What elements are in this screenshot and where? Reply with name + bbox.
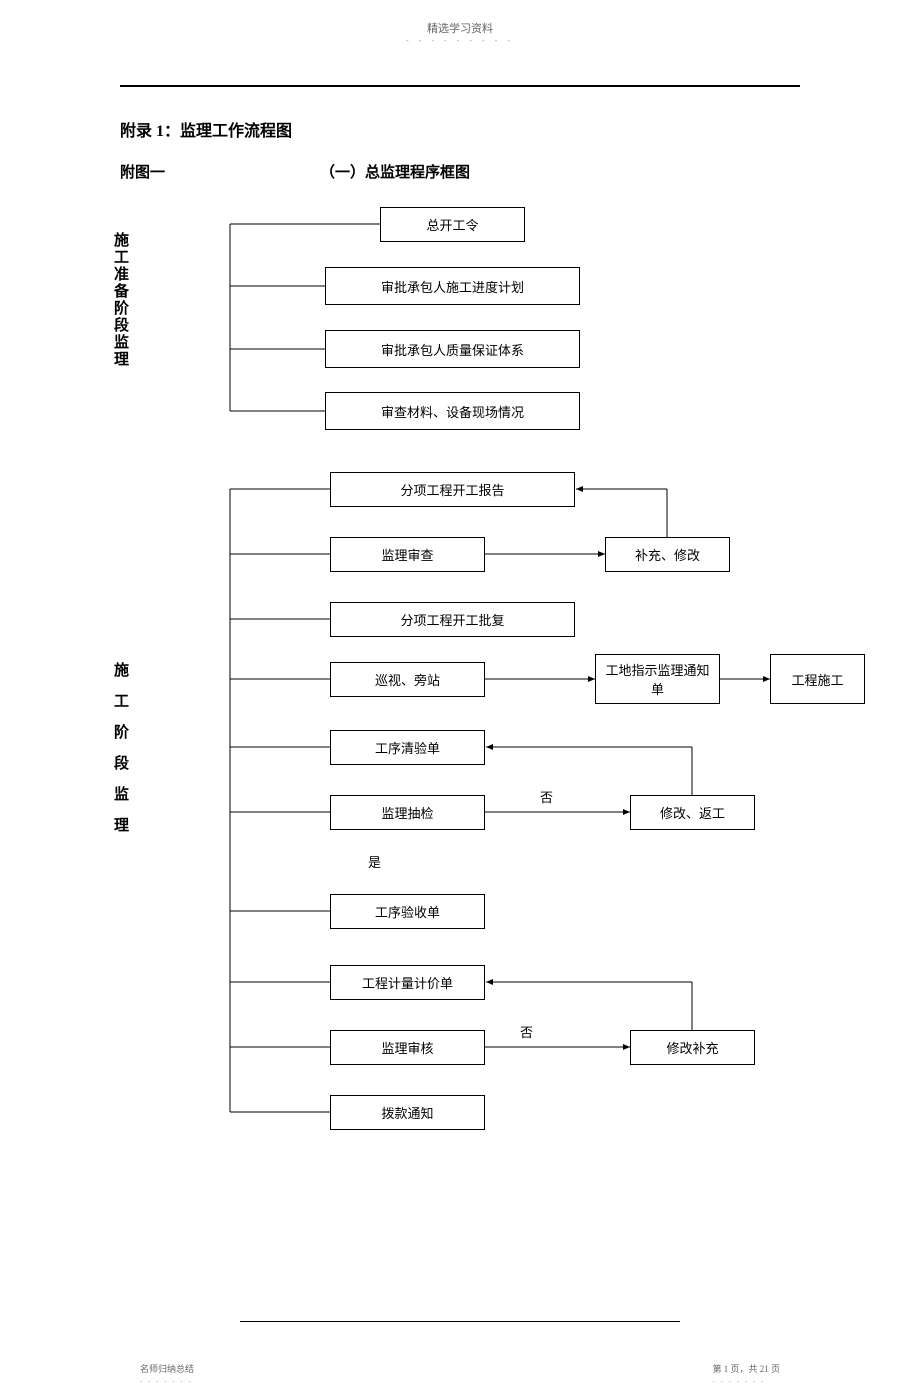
- box-supervision-sampling: 监理抽检: [330, 795, 485, 830]
- box-start-order: 总开工令: [380, 207, 525, 242]
- box-supervision-audit: 监理审核: [330, 1030, 485, 1065]
- side-label-construction: 施工阶段监理: [110, 662, 131, 848]
- label-yes: 是: [368, 852, 381, 871]
- subtitle-row: 附图一 （一）总监理程序框图: [120, 161, 800, 182]
- subtitle-left: 附图一: [120, 161, 165, 182]
- box-subproject-approval: 分项工程开工批复: [330, 602, 575, 637]
- box-supplement-modify: 补充、修改: [605, 537, 730, 572]
- main-content: 附录 1：监理工作流程图 附图一 （一）总监理程序框图 施工准备阶段监理 施工阶…: [120, 85, 800, 1202]
- appendix-title: 附录 1：监理工作流程图: [120, 117, 800, 141]
- header-text: 精选学习资料: [0, 20, 920, 36]
- box-patrol-station: 巡视、旁站: [330, 662, 485, 697]
- footer-right: 第 1 页，共 21 页 - - - - - - -: [712, 1362, 780, 1385]
- flowchart-diagram: 施工准备阶段监理 施工阶段监理 总开工令 审批承包人施工进度计划 审批承包人质量…: [120, 202, 800, 1202]
- box-site-instruction: 工地指示监理通知单: [595, 654, 720, 704]
- box-modify-supplement: 修改补充: [630, 1030, 755, 1065]
- label-no-1: 否: [540, 787, 553, 806]
- box-construction: 工程施工: [770, 654, 865, 704]
- box-approve-quality: 审批承包人质量保证体系: [325, 330, 580, 368]
- page-header: 精选学习资料 - - - - - - - - -: [0, 0, 920, 45]
- box-process-acceptance: 工序验收单: [330, 894, 485, 929]
- subtitle-center: （一）总监理程序框图: [320, 161, 470, 182]
- footer-left: 名师归纳总结 - - - - - - -: [140, 1362, 194, 1385]
- box-modify-rework: 修改、返工: [630, 795, 755, 830]
- label-no-2: 否: [520, 1022, 533, 1041]
- box-process-checklist: 工序清验单: [330, 730, 485, 765]
- box-review-materials: 审查材料、设备现场情况: [325, 392, 580, 430]
- box-approve-schedule: 审批承包人施工进度计划: [325, 267, 580, 305]
- side-label-prep: 施工准备阶段监理: [110, 232, 131, 368]
- page-footer: 名师归纳总结 - - - - - - - 第 1 页，共 21 页 - - - …: [240, 1321, 680, 1322]
- header-dots: - - - - - - - - -: [0, 36, 920, 45]
- box-supervision-review: 监理审查: [330, 537, 485, 572]
- box-payment-notice: 拨款通知: [330, 1095, 485, 1130]
- box-subproject-report: 分项工程开工报告: [330, 472, 575, 507]
- box-measurement-pricing: 工程计量计价单: [330, 965, 485, 1000]
